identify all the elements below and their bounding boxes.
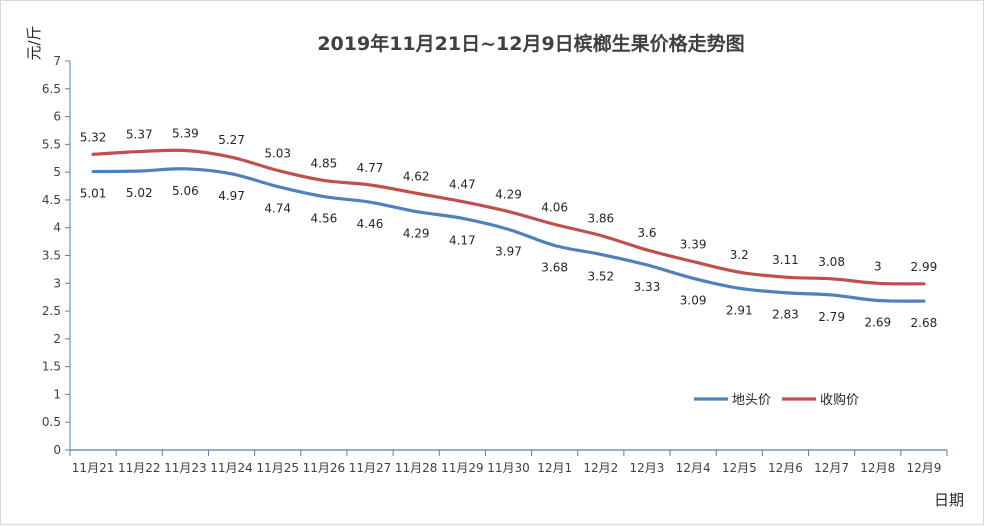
- data-label: 3.86: [587, 211, 614, 225]
- data-label: 3.6: [637, 226, 656, 240]
- series-group: [91, 148, 926, 303]
- x-tick-label: 11月30: [487, 461, 530, 475]
- x-axis-label: 日期: [934, 491, 964, 509]
- legend: 地头价 收购价: [694, 392, 859, 408]
- data-label: 4.56: [311, 212, 338, 226]
- x-tick-label: 11月22: [118, 461, 161, 475]
- data-label: 4.06: [541, 200, 568, 214]
- data-label: 5.06: [172, 184, 199, 198]
- y-tick-label: 2: [53, 332, 61, 346]
- x-tick-label: 12月8: [860, 461, 895, 475]
- x-tick-label: 11月27: [349, 461, 392, 475]
- data-label: 3.68: [541, 260, 568, 274]
- data-label: 5.39: [172, 126, 199, 140]
- data-label: 3.52: [587, 269, 614, 283]
- data-label: 5.02: [126, 186, 153, 200]
- x-tick-label: 11月21: [72, 461, 115, 475]
- x-tick-label: 12月2: [583, 461, 618, 475]
- y-tick-label: 3: [53, 276, 61, 290]
- data-label: 3.33: [634, 280, 661, 294]
- data-label: 4.46: [357, 217, 384, 231]
- data-label: 3.39: [680, 238, 707, 252]
- series-line-2: [91, 148, 926, 286]
- data-label: 4.17: [449, 233, 476, 247]
- chart-title: 2019年11月21日~12月9日槟榔生果价格走势图: [317, 32, 744, 55]
- data-label: 4.97: [218, 189, 245, 203]
- x-tick-label: 11月26: [303, 461, 346, 475]
- data-label: 3.09: [680, 293, 707, 307]
- y-tick-label: 5: [53, 165, 61, 179]
- data-label: 2.99: [911, 260, 938, 274]
- data-label: 2.91: [726, 303, 753, 317]
- data-label: 3: [874, 259, 882, 273]
- x-tick-label: 12月3: [630, 461, 665, 475]
- data-label: 4.29: [403, 227, 430, 241]
- data-label: 5.01: [80, 187, 107, 201]
- legend-label: 地头价: [732, 393, 771, 408]
- x-tick-label: 12月6: [768, 461, 803, 475]
- y-tick-label: 0: [53, 443, 61, 457]
- y-tick-label: 3.5: [42, 249, 61, 263]
- data-label: 3.08: [818, 255, 845, 269]
- y-tick-label: 1: [53, 387, 61, 401]
- y-tick-label: 6: [53, 110, 61, 124]
- data-label: 3.97: [495, 244, 522, 258]
- x-tick-label: 11月28: [395, 461, 438, 475]
- legend-label: 收购价: [820, 392, 859, 408]
- data-label: 4.47: [449, 178, 476, 192]
- data-label: 5.27: [218, 133, 245, 147]
- data-label: 4.85: [311, 156, 338, 170]
- data-label: 2.79: [818, 310, 845, 324]
- x-axis: 11月21 11月22 11月23 11月24 11月25 11月26 11月27 11月28…: [69, 449, 948, 475]
- data-label: 2.68: [911, 316, 938, 330]
- y-tick-label: 0.5: [42, 415, 61, 429]
- x-tick-label: 12月7: [814, 461, 849, 475]
- data-labels: 5.01 5.02 5.06 4.97 4.74 4.56 4.46 4.29 4.17 3.97…: [80, 126, 938, 330]
- x-tick-label: 11月23: [164, 461, 207, 475]
- y-tick-label: 5.5: [42, 137, 61, 151]
- x-tick-label: 12月9: [906, 461, 941, 475]
- data-label: 4.77: [357, 161, 384, 175]
- y-tick-label: 4.5: [42, 193, 61, 207]
- x-tick-label: 12月4: [676, 461, 711, 475]
- data-label: 5.37: [126, 128, 153, 142]
- data-label: 2.83: [772, 308, 799, 322]
- data-label: 2.69: [864, 316, 891, 330]
- y-tick-label: 6.5: [42, 82, 61, 96]
- data-label: 3.2: [730, 248, 749, 262]
- y-tick-label: 4: [53, 221, 61, 235]
- y-axis: 0 0.5 1 1.5 2 2.5 3 3.5 4 4.5 5 5.5 6 6.5 7: [42, 54, 71, 457]
- series-line-1: [91, 167, 926, 303]
- data-label: 5.03: [264, 146, 291, 160]
- x-tick-label: 11月25: [256, 461, 299, 475]
- y-tick-label: 2.5: [42, 304, 61, 318]
- x-tick-label: 12月1: [537, 461, 572, 475]
- data-label: 4.62: [403, 169, 430, 183]
- y-tick-label: 7: [53, 54, 61, 68]
- y-tick-label: 1.5: [42, 360, 61, 374]
- data-label: 3.11: [772, 253, 799, 267]
- data-label: 5.32: [80, 130, 107, 144]
- data-label: 4.74: [264, 202, 291, 216]
- y-axis-label: 元/斤: [25, 25, 43, 60]
- x-tick-label: 11月29: [441, 461, 484, 475]
- data-label: 4.29: [495, 188, 522, 202]
- x-tick-label: 11月24: [210, 461, 253, 475]
- x-tick-label: 12月5: [722, 461, 757, 475]
